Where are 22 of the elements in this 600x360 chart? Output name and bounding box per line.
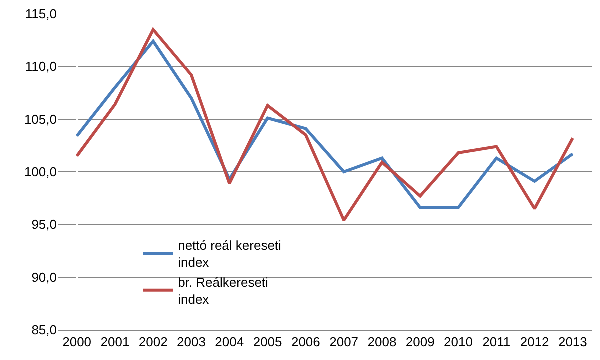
x-tick-label: 2011 [482,334,511,350]
x-tick-label: 2007 [330,334,359,350]
legend-label: br. Reálkereseti index [178,275,269,307]
y-tick-label: 90,0 [32,270,57,285]
x-tick-label: 2006 [291,334,320,350]
y-tick-label: 85,0 [32,322,57,338]
x-tick-label: 2008 [368,334,397,350]
x-tick-label: 2003 [177,334,206,350]
x-tick-label: 2005 [253,334,282,350]
x-tick-label: 2013 [558,334,588,350]
x-tick-label: 2004 [215,334,244,350]
y-tick-label: 115,0 [25,6,57,22]
x-tick-label: 2000 [62,334,92,350]
y-tick-label: 95,0 [32,217,57,232]
x-tick-label: 2001 [100,334,130,350]
x-tick-label: 2002 [138,334,168,350]
x-tick-label: 2010 [444,334,473,350]
y-tick-label: 100,0 [24,164,57,180]
x-tick-label: 2009 [406,334,435,350]
y-tick-label: 105,0 [24,112,57,127]
x-tick-label: 2012 [520,334,550,350]
y-tick-label: 110,0 [25,59,57,74]
